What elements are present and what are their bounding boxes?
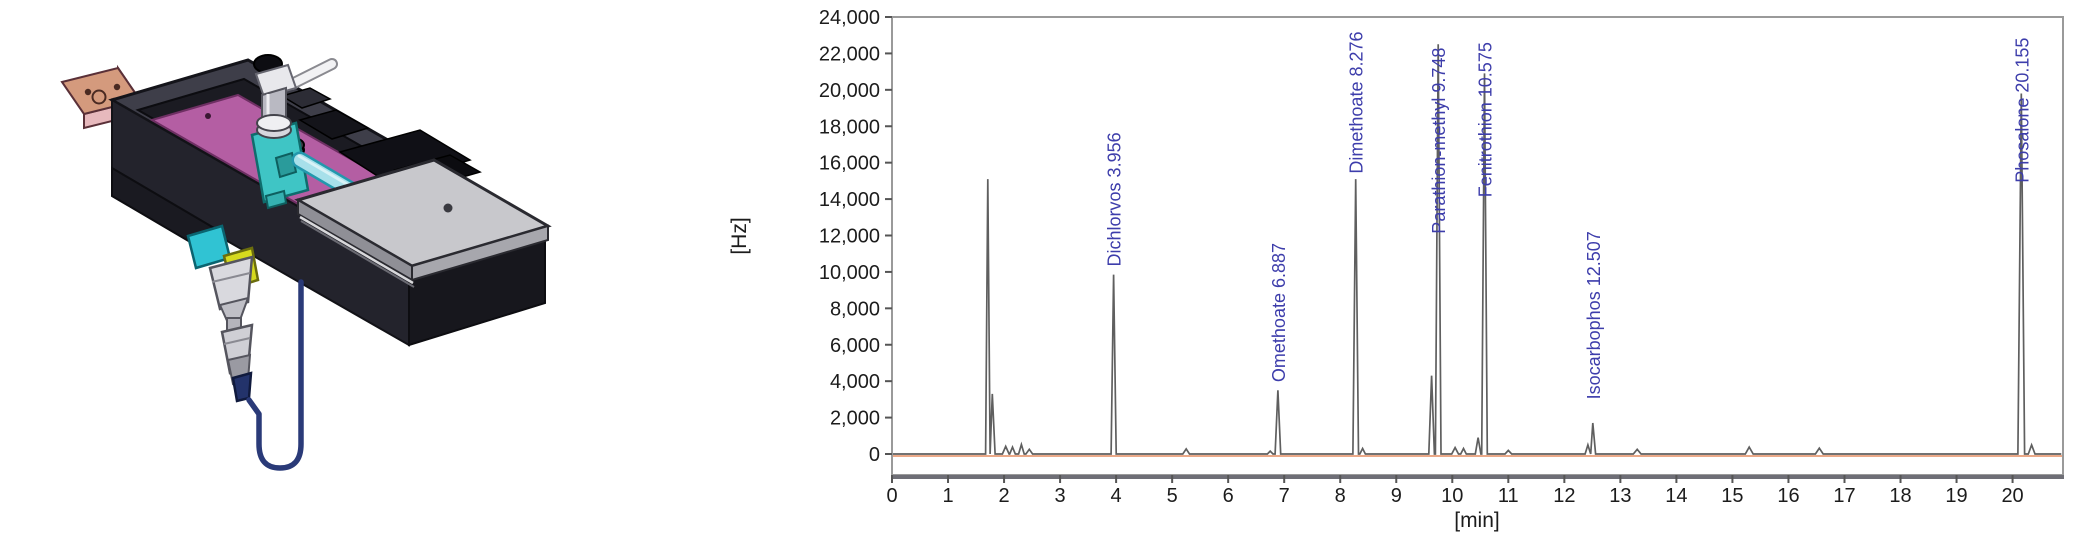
x-axis-unit: [min] xyxy=(1454,509,1500,532)
x-tick-label: 20 xyxy=(2001,485,2023,507)
x-tick-label: 2 xyxy=(998,485,1009,507)
x-tick-label: 6 xyxy=(1223,485,1234,507)
pump-block xyxy=(250,121,310,210)
x-tick-label: 18 xyxy=(1889,485,1911,507)
signal-trace xyxy=(892,44,2062,455)
y-tick-label: 20,000 xyxy=(819,80,880,102)
plate-hole xyxy=(113,83,121,91)
x-tick-label: 15 xyxy=(1721,485,1743,507)
y-tick-label: 18,000 xyxy=(819,116,880,138)
y-tick-label: 12,000 xyxy=(819,226,880,248)
device-illustration xyxy=(0,0,560,540)
y-tick-label: 24,000 xyxy=(819,7,880,29)
y-axis-unit: [Hz] xyxy=(728,217,751,254)
x-tick-label: 13 xyxy=(1609,485,1631,507)
x-tick-label: 14 xyxy=(1665,485,1687,507)
injector-tip xyxy=(231,371,253,403)
y-tick-label: 14,000 xyxy=(819,189,880,211)
side-port-tube xyxy=(288,60,336,88)
y-tick-label: 16,000 xyxy=(819,153,880,175)
y-tick-label: 10,000 xyxy=(819,262,880,284)
peak-label: Omethoate 6.887 xyxy=(1269,243,1289,382)
x-tick-label: 17 xyxy=(1833,485,1855,507)
peak-label: Dichlorvos 3.956 xyxy=(1105,132,1125,266)
pcb-screw-hole xyxy=(205,113,211,119)
x-tick-label: 12 xyxy=(1553,485,1575,507)
plate-ring xyxy=(91,89,107,105)
peak-label: Parathion-methyl 9.748 xyxy=(1429,48,1449,234)
y-tick-label: 4,000 xyxy=(830,371,880,393)
x-tick-label: 16 xyxy=(1777,485,1799,507)
y-tick-label: 6,000 xyxy=(830,335,880,357)
case-lid xyxy=(294,158,552,288)
y-tick-label: 8,000 xyxy=(830,298,880,320)
x-tick-label: 7 xyxy=(1279,485,1290,507)
valve-fitting xyxy=(253,54,338,139)
injector-assembly xyxy=(186,224,260,403)
x-tick-label: 19 xyxy=(1945,485,1967,507)
x-tick-label: 8 xyxy=(1335,485,1346,507)
x-tick-label: 5 xyxy=(1167,485,1178,507)
hex-nut xyxy=(256,114,292,132)
y-tick-label: 22,000 xyxy=(819,43,880,65)
peak-label: Dimethoate 8.276 xyxy=(1347,31,1367,173)
peak-label: Phosalone 20.155 xyxy=(2012,38,2032,183)
y-tick-label: 2,000 xyxy=(830,408,880,430)
peak-label: Isocarbophos 12.507 xyxy=(1584,231,1604,399)
chromatogram: 0 2,000 4,000 6,000 8,000 10,000 12,000 14,000 1… xyxy=(560,0,2100,540)
lid-hole xyxy=(443,203,453,213)
peak-label: Fenitrothion 10.575 xyxy=(1476,42,1496,197)
x-tick-label: 10 xyxy=(1441,485,1463,507)
x-tick-label: 9 xyxy=(1391,485,1402,507)
x-tick-label: 3 xyxy=(1055,485,1066,507)
x-tick-label: 4 xyxy=(1111,485,1122,507)
x-tick-label: 0 xyxy=(886,485,897,507)
plate-hole xyxy=(84,88,92,96)
capillary-loop xyxy=(246,279,304,471)
injector-fitting xyxy=(208,255,254,311)
x-tick-label: 11 xyxy=(1498,485,1519,507)
y-tick-label: 0 xyxy=(869,444,880,466)
x-tick-label: 1 xyxy=(942,485,953,507)
